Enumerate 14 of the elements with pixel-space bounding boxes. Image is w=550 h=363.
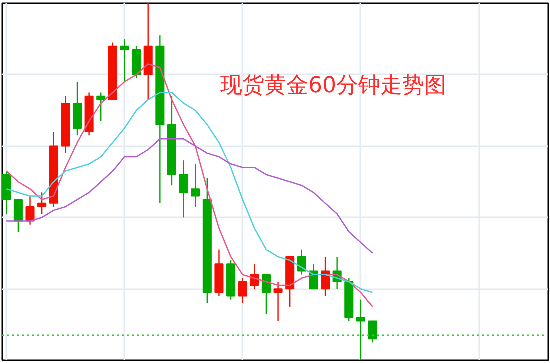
candlestick — [14, 199, 23, 233]
candlestick — [274, 281, 283, 322]
candlestick — [120, 38, 130, 83]
text: 现货黄金60分钟走势图 — [220, 74, 446, 98]
candlestick — [38, 192, 47, 215]
candlestick — [191, 164, 200, 208]
candlestick — [238, 278, 248, 304]
candlestick — [262, 274, 271, 315]
candlestick — [356, 299, 366, 360]
candlestick — [179, 160, 188, 218]
candlestick — [26, 196, 35, 226]
candlestick — [368, 320, 378, 344]
candlestick — [297, 249, 306, 276]
candlestick — [96, 92, 106, 122]
